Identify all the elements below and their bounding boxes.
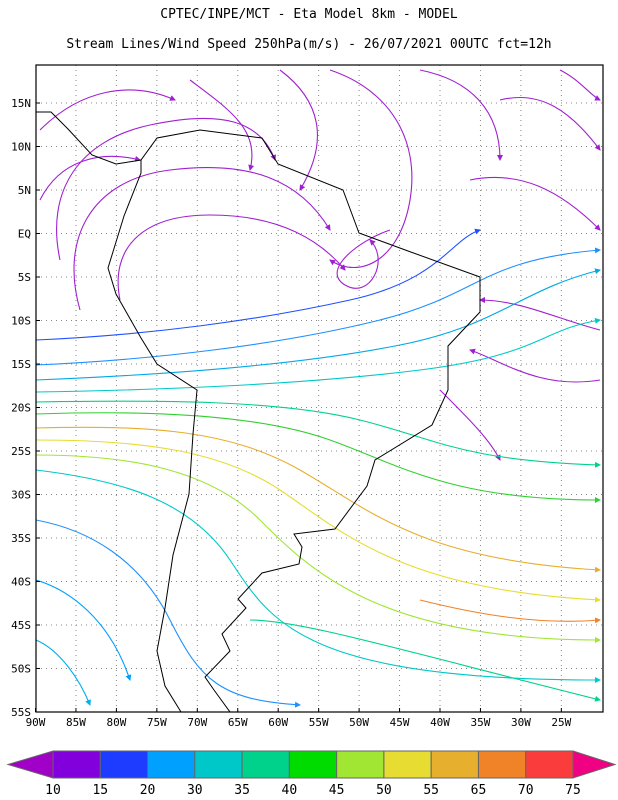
lat-label: EQ — [18, 228, 31, 241]
lat-label: 40S — [11, 576, 31, 589]
lon-label: 80W — [106, 716, 126, 729]
colorbar-label: 50 — [376, 783, 392, 798]
lon-label: 65W — [228, 716, 248, 729]
lat-label: 5N — [18, 184, 31, 197]
colorbar-label: 70 — [518, 783, 534, 798]
lat-label: 10S — [11, 315, 31, 328]
lon-label: 75W — [147, 716, 167, 729]
lat-label: 45S — [11, 619, 31, 632]
lat-label: 10N — [11, 141, 31, 154]
colorbar-label: 15 — [92, 783, 108, 798]
colorbar-bin — [525, 750, 574, 779]
colorbar-label: 45 — [329, 783, 345, 798]
lon-label: 50W — [349, 716, 369, 729]
grid — [36, 65, 603, 712]
colorbar-bin — [336, 750, 385, 779]
colorbar-label: 55 — [423, 783, 439, 798]
colorbar-bin — [477, 750, 527, 779]
map-frame — [35, 64, 604, 713]
colorbar-label: 30 — [187, 783, 203, 798]
title: CPTEC/INPE/MCT - Eta Model 8km - MODEL — [160, 7, 458, 22]
lat-label: 5S — [18, 271, 31, 284]
lat-label: 15S — [11, 358, 31, 371]
colorbar-bin — [241, 750, 290, 779]
colorbar-bin — [99, 750, 149, 779]
lat-label: 20S — [11, 402, 31, 415]
colorbar-label: 40 — [282, 783, 298, 798]
lon-label: 30W — [511, 716, 531, 729]
lon-label: 85W — [66, 716, 86, 729]
colorbar-label: 10 — [45, 783, 61, 798]
colorbar-bin — [52, 750, 101, 779]
subtitle: Stream Lines/Wind Speed 250hPa(m/s) - 26… — [66, 37, 551, 52]
colorbar-bin — [288, 750, 338, 779]
streamlines — [36, 69, 601, 708]
colorbar-label: 75 — [565, 783, 581, 798]
lat-label: 25S — [11, 445, 31, 458]
lat-label: 35S — [11, 532, 31, 545]
lon-label: 45W — [390, 716, 410, 729]
lat-label: 50S — [11, 663, 31, 676]
colorbar-end — [6, 750, 54, 779]
colorbar-bin — [430, 750, 479, 779]
colorbar-bin — [147, 750, 196, 779]
streamlines-weak — [39, 69, 601, 461]
lat-label: 55S — [11, 706, 31, 719]
lat-label: 15N — [11, 97, 31, 110]
lon-label: 35W — [471, 716, 491, 729]
lat-label: 30S — [11, 489, 31, 502]
colorbar: 10 15 20 30 35 40 45 50 55 65 70 75 — [6, 750, 617, 798]
colorbar-label: 35 — [234, 783, 250, 798]
coastline — [36, 111, 481, 712]
lon-label: 25W — [551, 716, 571, 729]
colorbar-bin — [383, 750, 432, 779]
lon-label: 90W — [26, 716, 46, 729]
colorbar-bin — [194, 750, 243, 779]
lon-label: 70W — [187, 716, 207, 729]
lon-label: 55W — [309, 716, 329, 729]
colorbar-label: 65 — [471, 783, 487, 798]
lon-label: 60W — [268, 716, 288, 729]
colorbar-label: 20 — [140, 783, 156, 798]
colorbar-end — [572, 750, 617, 779]
lon-label: 40W — [430, 716, 450, 729]
